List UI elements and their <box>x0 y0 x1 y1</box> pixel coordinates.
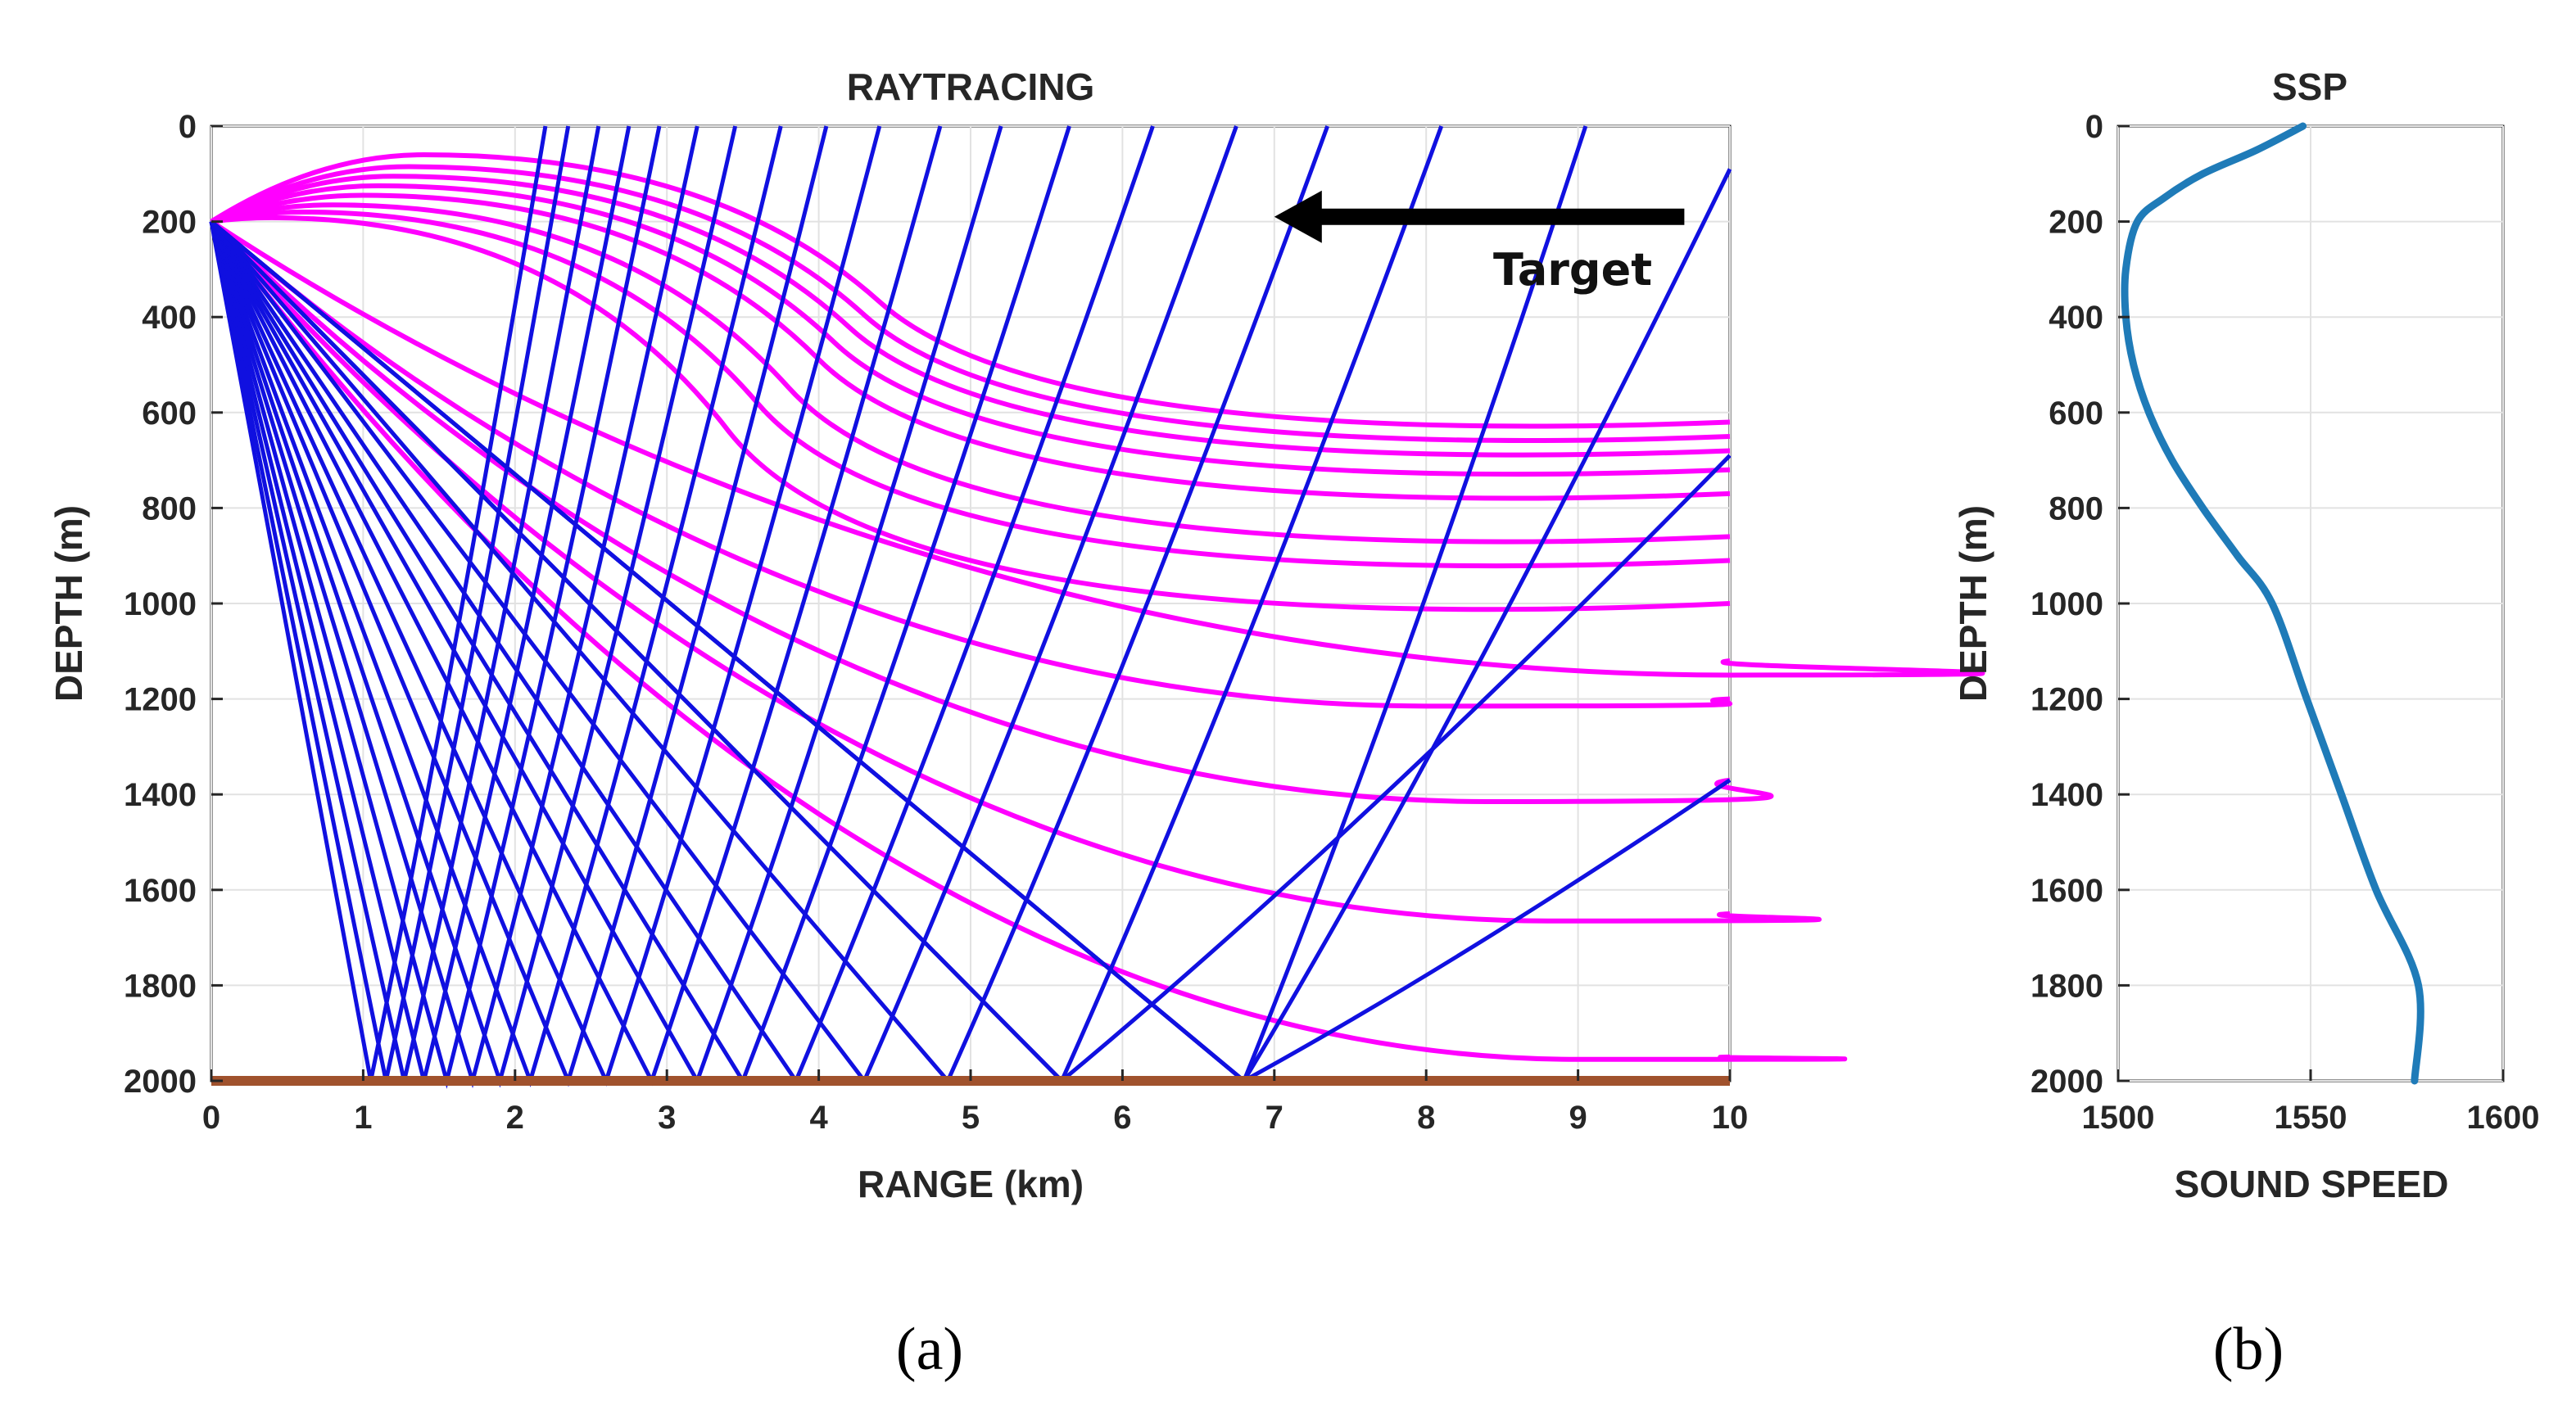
refracted-ray <box>211 192 1731 501</box>
refracted-ray <box>210 164 1731 444</box>
ssp-xlabel: SOUND SPEED <box>2175 1163 2449 1205</box>
refracted-ray <box>210 183 1731 477</box>
target-annotation: Target <box>1274 190 1685 296</box>
refracted-ray <box>210 219 1985 678</box>
ssp-ytick-label: 1400 <box>2030 777 2103 813</box>
ssp-chart: 1500 1550 1600 0 200 400 600 800 1000 1200 1400 160… <box>1952 66 2539 1205</box>
raytracing-ytick-label: 2000 <box>124 1064 197 1100</box>
raytracing-xtick-label: 0 <box>202 1100 220 1136</box>
ssp-ytick-label: 2000 <box>2030 1064 2103 1100</box>
ssp-ytick-label: 400 <box>2049 300 2103 336</box>
bottom-bounce-ray <box>209 125 882 1087</box>
raytracing-rays <box>209 125 1985 1089</box>
refracted-ray <box>210 151 1731 429</box>
raytracing-xtick-label: 10 <box>1712 1100 1749 1136</box>
ssp-xtick-label: 1600 <box>2467 1100 2540 1136</box>
raytracing-xlabel: RANGE (km) <box>858 1163 1084 1205</box>
refracted-ray <box>210 174 1731 458</box>
raytracing-xtick-label: 5 <box>962 1100 980 1136</box>
ssp-grid <box>2117 125 2504 1082</box>
panel-label-b: (b) <box>2213 1316 2284 1383</box>
ssp-xtick-label: 1500 <box>2082 1100 2155 1136</box>
raytracing-xtick-label: 9 <box>1569 1100 1587 1136</box>
bottom-bounce-ray <box>210 125 1330 1085</box>
raytracing-ticks: 0 1 2 3 4 5 6 7 8 9 10 0 200 400 600 800 1000 1200 1400 160… <box>124 109 1748 1136</box>
ssp-ytick-label: 0 <box>2085 109 2103 145</box>
raytracing-xtick-label: 2 <box>506 1100 524 1136</box>
refracted-ray <box>211 215 1731 612</box>
raytracing-ytick-label: 400 <box>142 300 197 336</box>
ssp-ytick-label: 1800 <box>2030 968 2103 1004</box>
raytracing-xtick-label: 3 <box>658 1100 676 1136</box>
raytracing-ytick-label: 800 <box>142 490 197 527</box>
raytracing-ytick-label: 1800 <box>124 968 197 1004</box>
raytracing-xtick-label: 1 <box>354 1100 372 1136</box>
raytracing-xtick-label: 6 <box>1113 1100 1131 1136</box>
raytracing-chart: 0 1 2 3 4 5 6 7 8 9 10 0 200 400 600 800 1000 1200 1400 160… <box>48 66 1985 1205</box>
bottom-bounce-ray <box>209 125 548 1082</box>
bottom-bounce-ray <box>209 125 571 1082</box>
raytracing-title: RAYTRACING <box>847 66 1094 108</box>
refracted-ray <box>210 219 1733 709</box>
raytracing-xtick-label: 8 <box>1417 1100 1435 1136</box>
bottom-bounce-ray <box>209 125 1155 1086</box>
refracted-ray <box>209 219 1848 1062</box>
target-arrow <box>1274 190 1685 243</box>
raytracing-ytick-label: 1200 <box>124 682 197 718</box>
bottom-bounce-ray <box>209 125 601 1082</box>
bottom-bounce-ray <box>210 125 1238 1085</box>
raytracing-ytick-label: 0 <box>179 109 197 145</box>
raytracing-ytick-label: 200 <box>142 205 197 241</box>
refracted-ray <box>211 202 1731 545</box>
bottom-bounce-ray <box>210 219 1732 1084</box>
ssp-xtick-label: 1550 <box>2275 1100 2347 1136</box>
bottom-bounce-ray <box>209 125 699 1089</box>
raytracing-ytick-label: 1600 <box>124 873 197 909</box>
bottom-bounce-ray <box>210 219 1732 1084</box>
refracted-ray <box>211 209 1731 569</box>
raytracing-ytick-label: 1000 <box>124 586 197 622</box>
ssp-ytick-label: 1000 <box>2030 586 2103 622</box>
ssp-ytick-label: 200 <box>2049 205 2103 241</box>
raytracing-xtick-label: 7 <box>1265 1100 1283 1136</box>
ssp-ylabel: DEPTH (m) <box>1952 505 1994 702</box>
bottom-bounce-ray <box>209 125 783 1087</box>
bottom-bounce-ray <box>210 125 1444 1085</box>
ssp-title: SSP <box>2272 66 2347 108</box>
bottom-bounce-ray <box>210 125 1588 1085</box>
ssp-ytick-label: 1600 <box>2030 873 2103 909</box>
bottom-bounce-ray <box>209 125 662 1089</box>
ssp-ytick-label: 800 <box>2049 490 2103 527</box>
raytracing-ytick-label: 1400 <box>124 777 197 813</box>
bottom-bounce-ray <box>210 168 1732 1084</box>
panel-label-a: (a) <box>896 1316 963 1383</box>
refracted-ray <box>209 219 1822 924</box>
bottom-bounce-ray <box>209 125 632 1082</box>
ssp-curve <box>2121 122 2424 1085</box>
bottom-bounce-ray <box>209 125 829 1087</box>
target-label: Target <box>1493 244 1652 296</box>
bottom-bounce-ray <box>209 125 1071 1086</box>
ssp-ytick-label: 1200 <box>2030 682 2103 718</box>
raytracing-ylabel: DEPTH (m) <box>48 505 90 702</box>
ssp-line <box>2121 122 2424 1085</box>
raytracing-xtick-label: 4 <box>809 1100 828 1136</box>
ssp-ytick-label: 600 <box>2049 395 2103 432</box>
raytracing-grid <box>211 125 1731 1082</box>
ssp-ticks: 1500 1550 1600 0 200 400 600 800 1000 1200 1400 160… <box>2030 109 2539 1136</box>
raytracing-ytick-label: 600 <box>142 395 197 432</box>
